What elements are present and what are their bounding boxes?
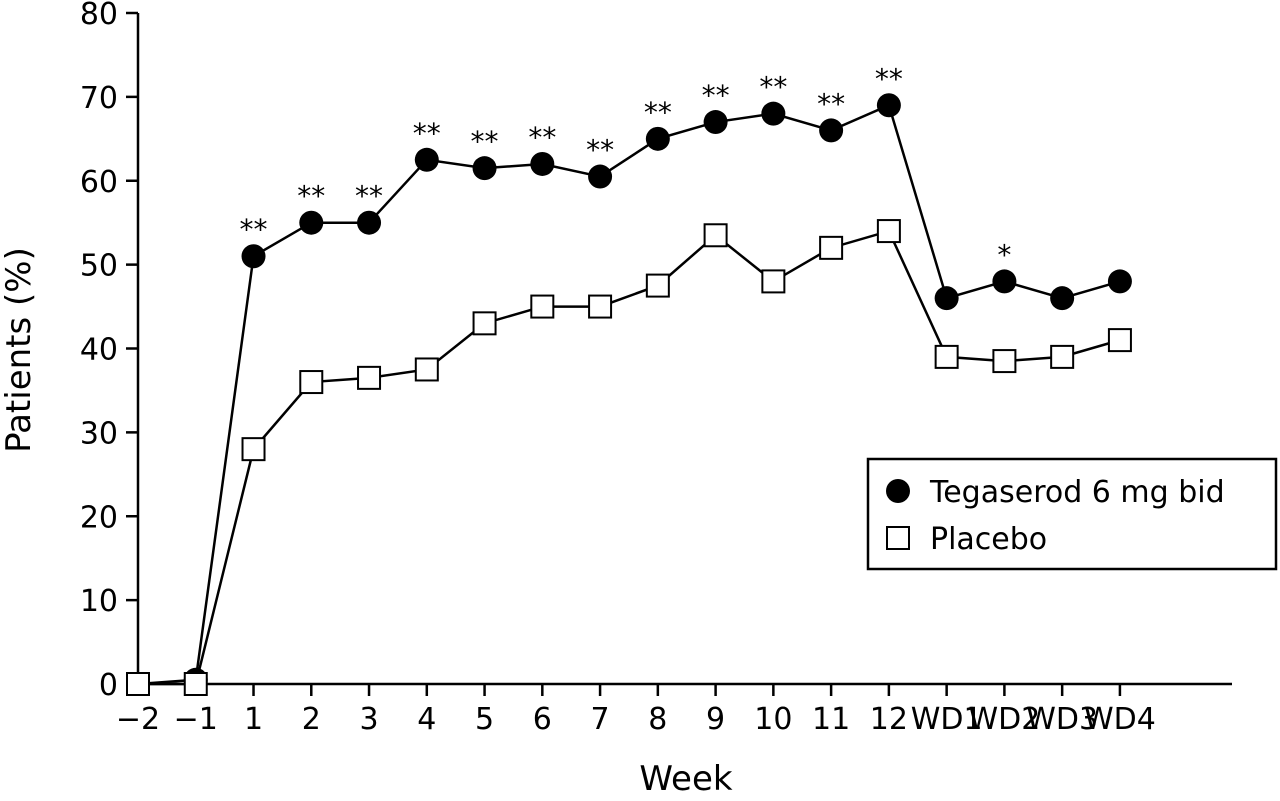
data-point: [241, 244, 266, 269]
data-point: [357, 365, 382, 390]
x-tick-label: 1: [244, 702, 263, 737]
data-point: [934, 286, 959, 311]
y-tick-label: 10: [80, 584, 118, 619]
x-tick-label: 10: [754, 702, 792, 737]
data-point: [819, 235, 844, 260]
x-tick-label: 2: [302, 702, 321, 737]
data-point: [530, 294, 555, 319]
y-tick-label: 50: [80, 249, 118, 284]
legend-label-tegaserod: Tegaserod 6 mg bid: [929, 475, 1225, 510]
significance-label: **: [875, 62, 903, 95]
data-point: [1050, 344, 1075, 369]
data-point: [992, 269, 1017, 294]
significance-label: **: [644, 96, 672, 129]
y-tick-label: 30: [80, 416, 118, 451]
x-tick-label: 7: [591, 702, 610, 737]
y-tick-label: 20: [80, 500, 118, 535]
x-axis-title: Week: [639, 759, 732, 796]
data-point: [472, 311, 497, 336]
data-point: [1050, 286, 1075, 311]
x-tick-label: WD1: [911, 702, 983, 737]
data-point: [645, 273, 670, 298]
x-tick-label: WD2: [968, 702, 1040, 737]
data-point: [819, 118, 844, 143]
data-point: [472, 156, 497, 181]
y-axis-ticks: 0 10 20 30 40 50 60 70 80: [80, 0, 138, 703]
legend-box: [866, 457, 1278, 571]
data-point: [934, 344, 959, 369]
data-point: [992, 349, 1017, 374]
x-tick-label: 6: [533, 702, 552, 737]
series-line: [138, 229, 1121, 686]
significance-label: **: [413, 117, 441, 150]
x-tick-label: 12: [870, 702, 908, 737]
data-point: [876, 93, 901, 118]
legend-marker-placebo: [886, 526, 910, 550]
data-point: [703, 223, 728, 248]
data-point: [1107, 269, 1132, 294]
significance-label: *: [997, 238, 1011, 271]
x-tick-label: −2: [116, 702, 160, 737]
significance-label: **: [297, 180, 325, 213]
data-point: [183, 672, 208, 696]
data-point: [645, 126, 670, 151]
significance-label: **: [817, 87, 845, 120]
significance-annotations: **** **** ** ** ****** *******: [240, 62, 1012, 271]
y-tick-label: 80: [80, 0, 118, 32]
significance-label: **: [240, 213, 268, 246]
significance-label: **: [759, 71, 787, 104]
significance-label: **: [355, 180, 383, 213]
significance-label: **: [702, 79, 730, 112]
legend: Tegaserod 6 mg bid Placebo: [866, 457, 1278, 571]
series-line: [137, 103, 1121, 686]
x-tick-label: WD3: [1026, 702, 1098, 737]
data-point: [357, 210, 382, 235]
data-point: [299, 210, 324, 235]
significance-label: **: [471, 125, 499, 158]
data-point: [588, 294, 613, 319]
data-point: [414, 357, 439, 382]
y-tick-label: 70: [80, 81, 118, 116]
x-tick-label: 5: [475, 702, 494, 737]
legend-label-placebo: Placebo: [930, 522, 1047, 557]
series-tegaserod: [126, 93, 1132, 696]
data-point: [703, 110, 728, 135]
x-tick-label: WD4: [1084, 702, 1156, 737]
x-tick-label: 11: [812, 702, 850, 737]
data-point: [1107, 328, 1132, 353]
y-tick-label: 60: [80, 165, 118, 200]
x-tick-label: −1: [174, 702, 218, 737]
series-placebo: [126, 219, 1132, 696]
data-point: [530, 151, 555, 176]
data-point: [588, 164, 613, 189]
significance-label: **: [586, 134, 614, 167]
legend-marker-tegaserod: [886, 479, 910, 503]
data-point: [126, 672, 150, 696]
data-point: [876, 219, 901, 244]
x-tick-label: 9: [706, 702, 725, 737]
x-tick-label: 8: [648, 702, 667, 737]
significance-label: **: [528, 121, 556, 154]
y-axis-title: Patients (%): [0, 247, 39, 453]
y-tick-label: 40: [80, 333, 118, 368]
data-point: [241, 437, 266, 462]
x-tick-label: 3: [359, 702, 378, 737]
x-tick-label: 4: [417, 702, 436, 737]
data-point: [761, 101, 786, 126]
series-layer: [126, 93, 1132, 696]
data-point: [761, 269, 786, 294]
data-point: [414, 147, 439, 172]
y-tick-label: 0: [99, 668, 118, 703]
data-point: [299, 370, 324, 395]
